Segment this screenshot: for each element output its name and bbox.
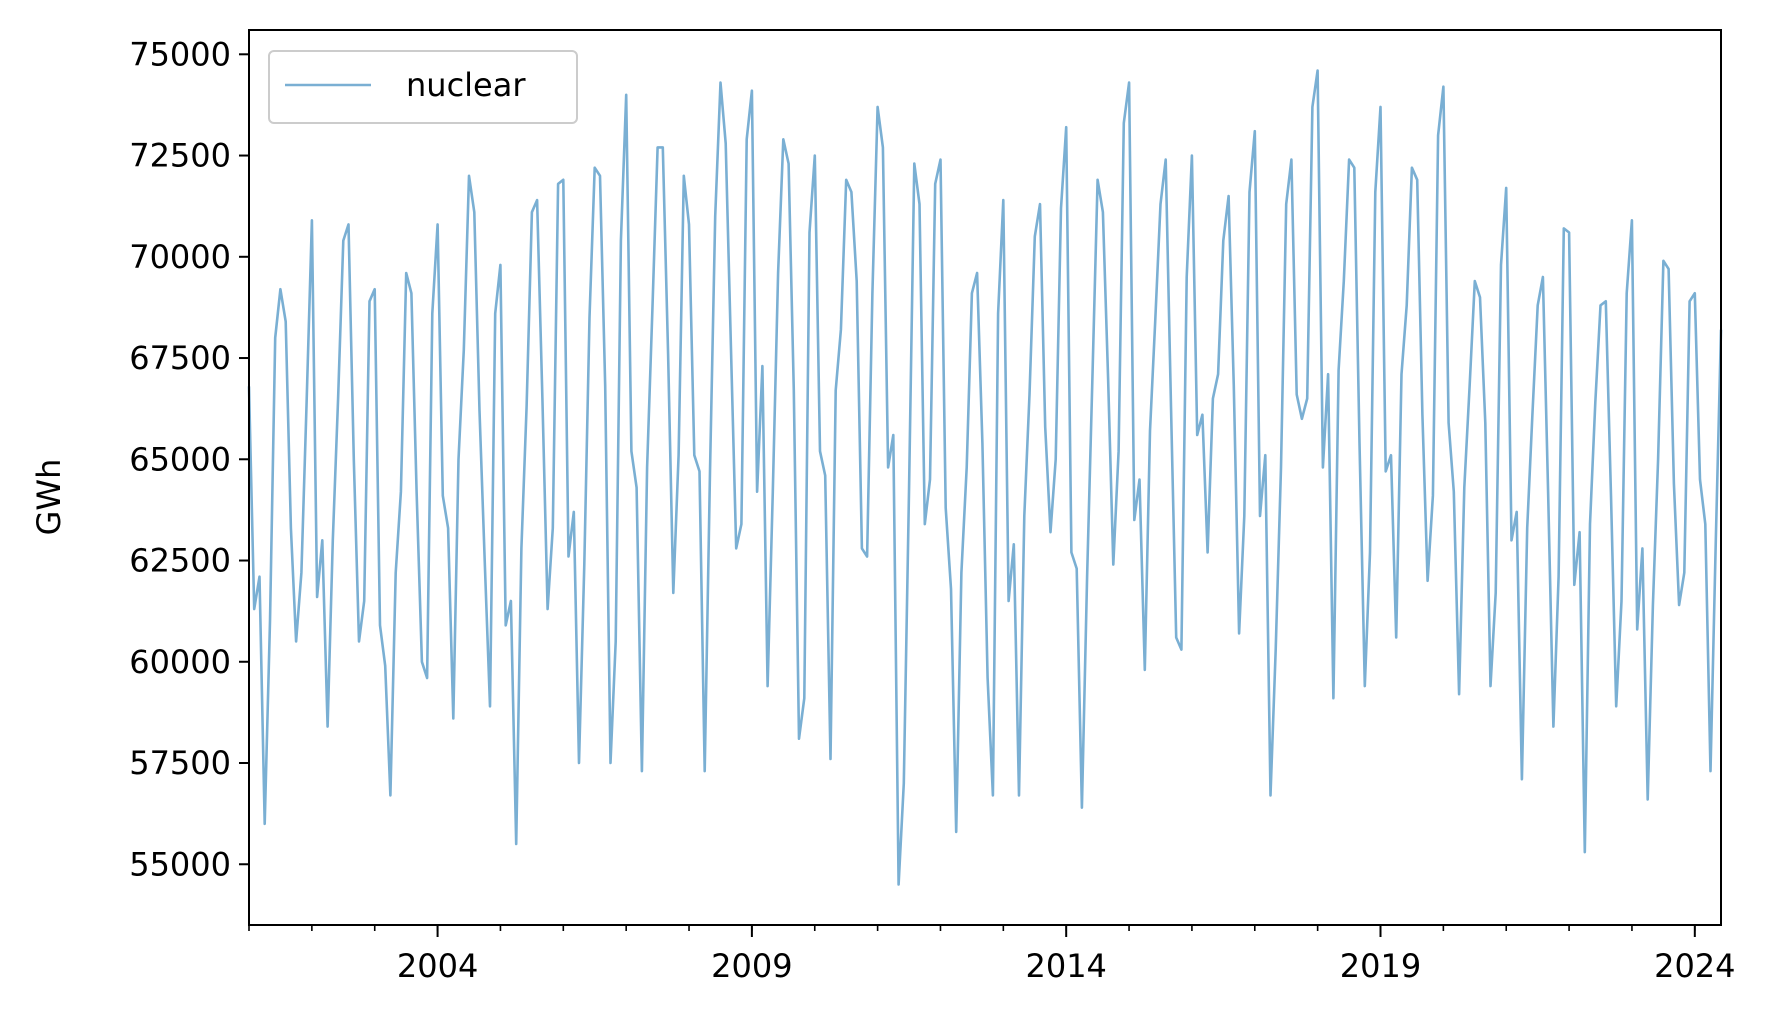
plot-area (249, 30, 1721, 925)
plot-frame (248, 29, 1722, 926)
y-tick-label: 72500 (129, 137, 231, 175)
y-tick-label: 70000 (129, 238, 231, 276)
x-tick-label: 2004 (397, 947, 478, 985)
y-tick-label: 62500 (129, 542, 231, 580)
y-axis-title: GWh (30, 459, 68, 536)
y-tick-label: 60000 (129, 643, 231, 681)
series-line-nuclear (247, 69, 1723, 886)
y-tick-label: 75000 (129, 35, 231, 73)
y-tick-label: 55000 (129, 845, 231, 883)
legend: nuclear (268, 50, 578, 124)
x-tick-label: 2014 (1025, 947, 1106, 985)
legend-label-nuclear: nuclear (406, 66, 526, 104)
y-tick-label: 57500 (129, 744, 231, 782)
y-tick-label: 65000 (129, 440, 231, 478)
x-tick-label: 2024 (1654, 947, 1735, 985)
legend-box (268, 50, 578, 124)
x-axis: 2004 2009 2014 2019 2024 (248, 925, 1736, 985)
x-tick-label: 2009 (711, 947, 792, 985)
y-tick-label: 67500 (129, 339, 231, 377)
x-tick-label: 2019 (1340, 947, 1421, 985)
y-axis: 55000 57500 60000 62500 65000 67500 70000 72500… (129, 35, 249, 883)
